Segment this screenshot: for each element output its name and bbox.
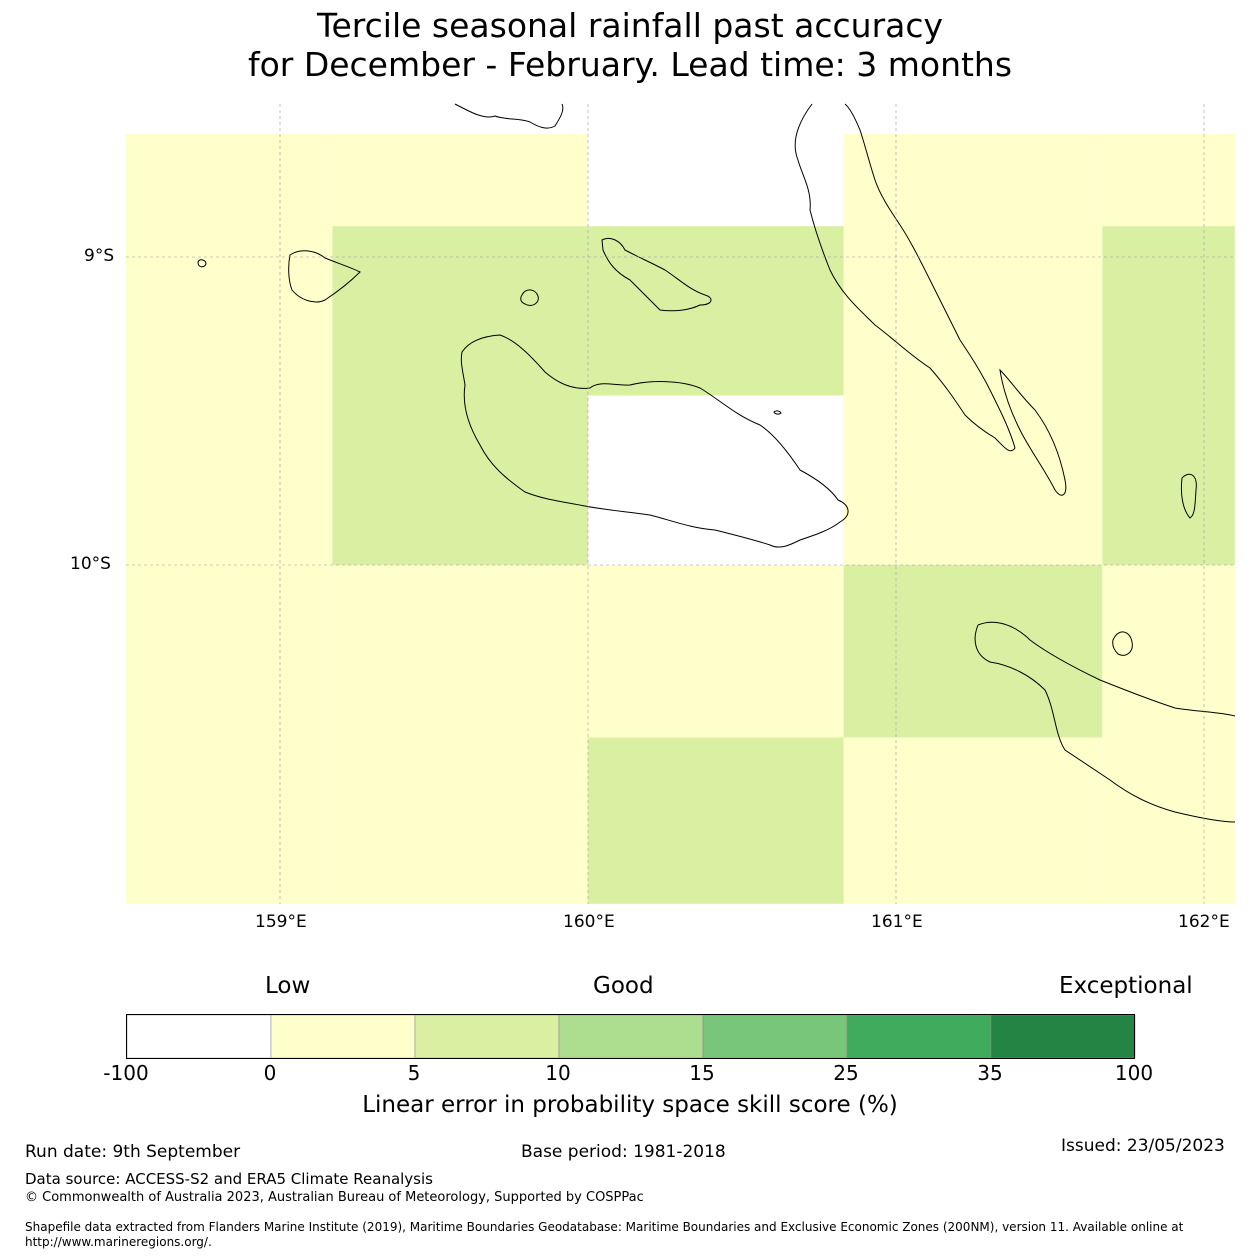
colorbar-category-low: Low [265,973,311,999]
lat-label-10s: 10°S [70,554,111,574]
coastline-maramasike [999,368,1067,496]
copyright: © Commonwealth of Australia 2023, Austra… [25,1190,644,1205]
colorbar-tick-label: 35 [977,1061,1003,1085]
coastline-malaita [794,103,1016,452]
colorbar-segment [414,1014,560,1059]
coastline-guadalcanal [460,334,849,548]
chart-title-line-2: for December - February. Lead time: 3 mo… [247,45,1013,84]
shapefile-credit: Shapefile data extracted from Flanders M… [25,1220,1184,1249]
issued-date: Issued: 23/05/2023 [1061,1136,1225,1156]
colorbar-tick-label: 10 [545,1061,571,1085]
lon-label-159e: 159°E [255,912,307,932]
grid-cell [588,737,844,904]
colorbar-tick-label: 100 [1114,1061,1154,1085]
colorbar-tick-label: 15 [689,1061,715,1085]
coastline-florida-islands [601,237,712,312]
colorbar-tick-label: 0 [263,1061,277,1085]
grid-cell [126,257,333,565]
coastline-russell-islands [288,250,361,303]
coastline-small-island-b [520,289,539,306]
colorbar-segment [270,1014,416,1059]
colorbar-border [126,1014,1135,1059]
coastline-north-islands [454,103,564,129]
colorbar-segment [702,1014,848,1059]
chart-title-line-1: Tercile seasonal rainfall past accuracy [316,6,944,45]
grid-cell [588,133,844,227]
lon-label-162e: 162°E [1178,912,1230,932]
coastline-ulawa [1112,631,1133,656]
colorbar-tick-label: 5 [407,1061,421,1085]
grid-cell [588,395,844,565]
grid-cell [126,565,333,904]
grid-cell [843,133,1103,566]
coastline-east-island [1180,473,1197,519]
grid-cell [332,133,588,227]
data-source: Data source: ACCESS-S2 and ERA5 Climate … [25,1170,433,1188]
lat-label-9s: 9°S [84,246,115,266]
colorbar-segment [126,1014,272,1059]
lon-label-160e: 160°E [563,912,615,932]
colorbar-segment [990,1014,1136,1059]
colorbar-segment [846,1014,992,1059]
coastline-makira [974,621,1236,823]
colorbar-label: Linear error in probability space skill … [362,1092,898,1118]
coastline-small-island-a [197,259,207,268]
grid-cell [843,565,1103,738]
skill-grid [126,133,1235,904]
colorbar-category-good: Good [593,973,654,999]
grid-cell [843,737,1103,904]
coastline-small-island-c [773,410,782,415]
grid-cell [1102,226,1235,565]
grid-cell [332,226,588,565]
colorbar-tick-label: 25 [833,1061,859,1085]
colorbar-category-exceptional: Exceptional [1059,973,1193,999]
colorbar-segment [558,1014,704,1059]
base-period: Base period: 1981-2018 [521,1142,726,1162]
colorbar [126,1014,1136,1059]
lon-label-161e: 161°E [871,912,923,932]
coastlines [197,103,1236,823]
grid-cell [588,565,844,738]
grid-cell [1102,565,1235,904]
grid-cell [126,133,333,257]
grid-cell [332,565,588,904]
grid-cell [1102,133,1235,227]
grid-cell [588,226,844,396]
graticule [126,104,1235,904]
run-date: Run date: 9th September [25,1142,241,1162]
colorbar-tick-label: -100 [103,1061,149,1085]
map-panel [126,103,1236,904]
